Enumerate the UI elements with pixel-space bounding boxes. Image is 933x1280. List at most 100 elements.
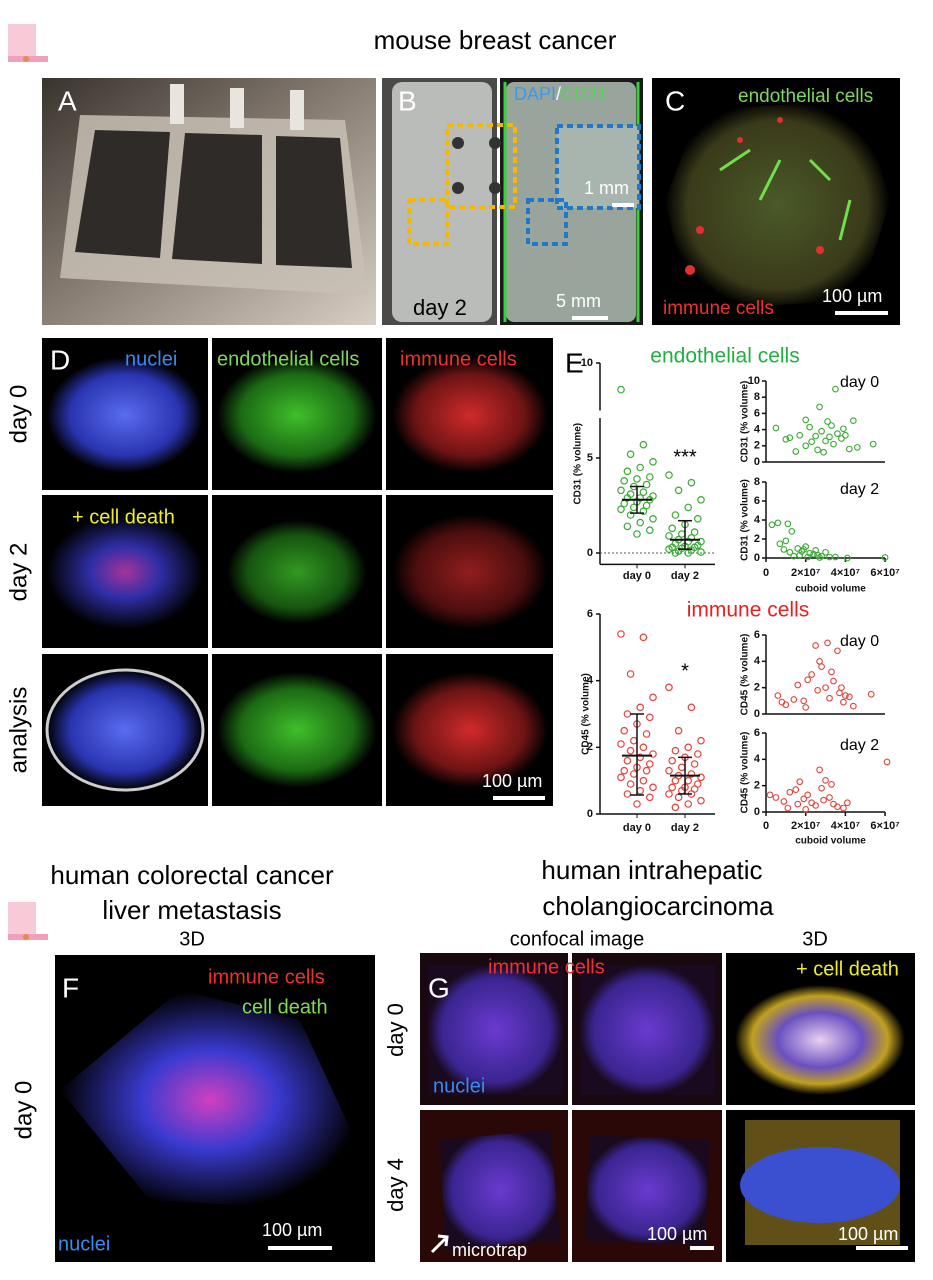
y-tick-label: 0: [754, 708, 760, 720]
panel-f-image: [55, 955, 375, 1262]
data-point: [668, 783, 677, 792]
scale-label: 100 µm: [647, 1224, 707, 1244]
y-tick-label: 0: [587, 547, 593, 559]
data-point: [671, 776, 680, 785]
data-point: [812, 547, 819, 554]
x-tick-label: 4×10⁷: [831, 567, 861, 579]
data-point: [800, 795, 808, 803]
data-point: [671, 549, 680, 557]
data-point: [798, 547, 806, 555]
data-point: [818, 427, 825, 435]
data-point: [812, 432, 819, 440]
heading: human colorectal cancer: [50, 860, 334, 890]
data-point: [649, 457, 657, 466]
panel-label: B: [398, 85, 417, 116]
scale-label: 100 µm: [822, 286, 882, 306]
x-tick-label: day 2: [671, 822, 699, 834]
data-point: [684, 776, 693, 785]
data-point: [802, 806, 810, 813]
data-point: [822, 437, 829, 445]
data-point: [840, 804, 847, 812]
y-tick-label: 4: [587, 675, 594, 687]
panel-c-image: [652, 78, 900, 325]
x-axis-label: cuboid volume: [795, 836, 866, 847]
x-tick-label: 4×10⁷: [831, 820, 861, 832]
icon: [8, 24, 48, 62]
data-point: [812, 802, 819, 809]
data-point: [674, 793, 683, 802]
section-title: immune cells: [687, 599, 810, 622]
column-label: confocal image: [510, 928, 645, 950]
data-point: [636, 786, 645, 795]
data-point: [617, 505, 625, 514]
y-tick-label: 2: [587, 741, 593, 753]
data-point: [665, 471, 673, 479]
data-point: [690, 760, 699, 768]
data-point: [800, 546, 808, 553]
data-point: [623, 710, 632, 718]
data-point: [693, 514, 702, 523]
data-point: [642, 730, 651, 738]
data-point: [697, 773, 705, 782]
data-point: [804, 791, 812, 799]
data-point: [636, 703, 645, 712]
data-point: [780, 546, 788, 553]
data-point: [782, 537, 790, 545]
data-point: [774, 519, 782, 527]
data-point: [834, 647, 841, 655]
data-point: [822, 548, 829, 556]
data-point: [671, 803, 680, 812]
data-point: [846, 693, 853, 701]
panel-d-images: [42, 338, 553, 806]
data-point: [826, 553, 833, 561]
y-tick-label: 0: [754, 456, 760, 468]
column-label: 3D: [802, 928, 828, 950]
data-point: [830, 677, 837, 685]
x-tick-label: day 2: [671, 570, 699, 582]
significance: ***: [673, 446, 697, 468]
data-point: [639, 776, 648, 785]
y-tick-label: 2: [754, 780, 760, 792]
data-point: [687, 703, 696, 712]
data-point: [794, 800, 802, 808]
annotation: day 0: [840, 374, 879, 391]
y-tick-label: 8: [754, 391, 760, 403]
data-point: [626, 746, 635, 755]
data-point: [697, 736, 705, 745]
data-point: [668, 524, 677, 533]
title: mouse breast cancer: [374, 25, 617, 55]
data-point: [684, 503, 693, 512]
panel-label: A: [58, 85, 77, 116]
data-point: [645, 526, 654, 535]
data-point: [671, 746, 680, 755]
scale-label: 100 µm: [838, 1224, 898, 1244]
subheading: 3D: [179, 928, 205, 950]
data-point: [693, 750, 702, 758]
row-label: day 4: [383, 1158, 408, 1212]
data-point: [790, 696, 798, 703]
data-point: [687, 478, 696, 487]
row-label: day 0: [383, 1003, 408, 1057]
data-point: [834, 430, 841, 438]
data-point: [869, 440, 877, 448]
y-axis-label: CD45 (% volume): [581, 673, 592, 755]
column-label: endothelial cells: [217, 348, 359, 370]
data-point: [792, 786, 800, 793]
data-point: [796, 778, 804, 786]
y-tick-label: 6: [587, 608, 593, 620]
data-point: [623, 467, 632, 476]
y-tick-label: 4: [754, 753, 761, 765]
heading: cholangiocarcinoma: [542, 891, 774, 921]
data-point: [816, 554, 823, 561]
data-point: [617, 385, 625, 394]
significance: *: [681, 660, 689, 682]
separator: /: [556, 84, 561, 104]
channel-label: + cell death: [796, 958, 899, 980]
data-point: [846, 445, 853, 453]
data-point: [649, 693, 657, 702]
data-point: [633, 530, 641, 538]
data-point: [684, 743, 693, 752]
data-point: [784, 520, 792, 528]
channel-label: immune cells: [208, 966, 325, 988]
data-point: [816, 657, 823, 665]
